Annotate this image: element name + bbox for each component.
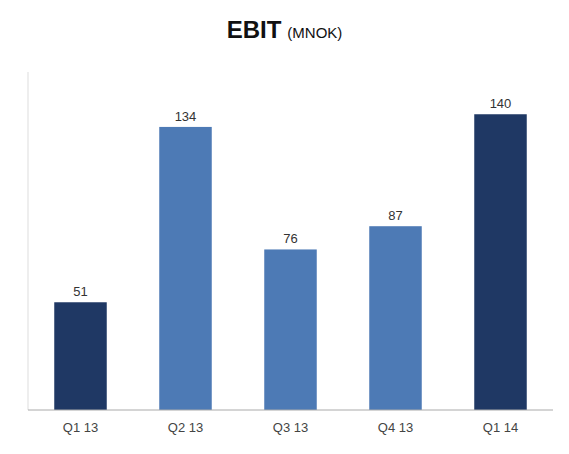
bar <box>54 302 107 410</box>
chart: EBIT (MNOK) 51 134 76 87 140 Q1 13 Q2 13 Q3 13 Q4 … <box>0 0 569 454</box>
background <box>0 0 569 454</box>
data-label: 76 <box>283 231 297 246</box>
title: EBIT <box>227 16 282 43</box>
bars <box>54 114 527 410</box>
x-tick-label: Q4 13 <box>378 420 413 435</box>
data-label: 87 <box>388 208 402 223</box>
x-tick-label: Q2 13 <box>168 420 203 435</box>
y-axis-line <box>28 72 29 410</box>
title-line: EBIT (MNOK) <box>227 16 343 43</box>
bar <box>474 114 527 410</box>
bar <box>264 249 317 410</box>
data-label: 140 <box>490 96 512 111</box>
x-axis-line <box>28 410 553 411</box>
x-tick-label: Q1 14 <box>483 420 518 435</box>
x-tick-label: Q1 13 <box>63 420 98 435</box>
subtitle: (MNOK) <box>287 24 342 41</box>
data-label: 134 <box>175 109 197 124</box>
bar <box>159 127 212 410</box>
x-tick-label: Q3 13 <box>273 420 308 435</box>
bar <box>369 226 422 410</box>
data-label: 51 <box>73 284 87 299</box>
